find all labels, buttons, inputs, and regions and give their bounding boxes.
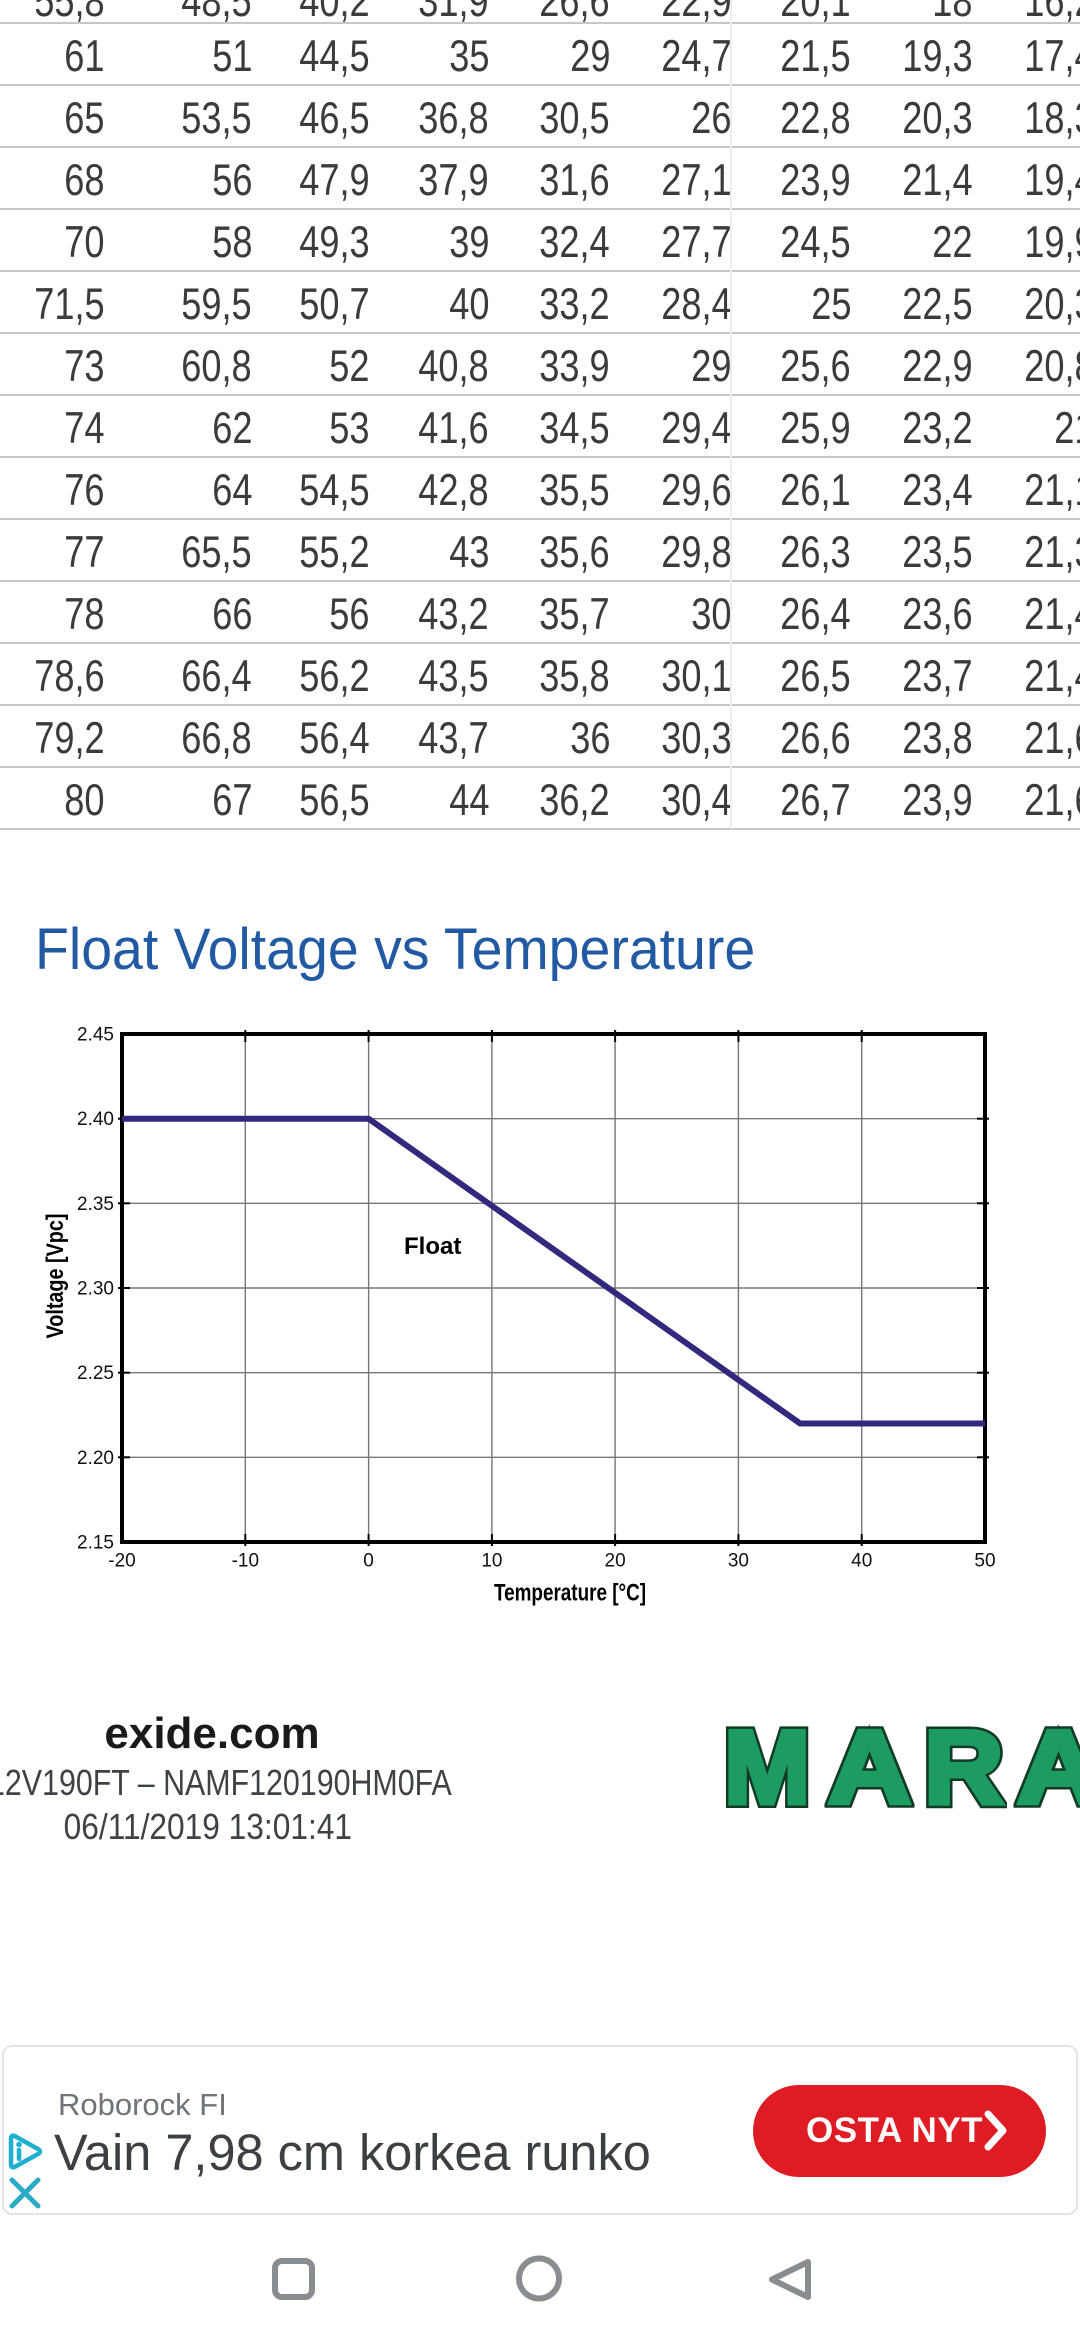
svg-text:2.30: 2.30 <box>77 1279 114 1300</box>
svg-text:2.25: 2.25 <box>77 1363 114 1384</box>
svg-text:30: 30 <box>728 1551 749 1572</box>
svg-text:-10: -10 <box>232 1551 259 1572</box>
svg-text:-20: -20 <box>108 1551 135 1572</box>
svg-text:2.40: 2.40 <box>77 1109 114 1130</box>
svg-text:20: 20 <box>605 1551 626 1572</box>
svg-text:Float: Float <box>404 1233 461 1260</box>
svg-text:2.15: 2.15 <box>77 1533 114 1554</box>
svg-text:40: 40 <box>851 1551 872 1572</box>
svg-text:50: 50 <box>974 1551 995 1572</box>
svg-text:Temperature [°C]: Temperature [°C] <box>494 1580 646 1607</box>
svg-text:Voltage [Vpc]: Voltage [Vpc] <box>42 1214 69 1339</box>
svg-text:2.45: 2.45 <box>77 1025 114 1046</box>
svg-text:2.20: 2.20 <box>77 1448 114 1469</box>
svg-text:0: 0 <box>363 1551 374 1572</box>
svg-text:10: 10 <box>481 1551 502 1572</box>
svg-text:2.35: 2.35 <box>77 1194 114 1215</box>
